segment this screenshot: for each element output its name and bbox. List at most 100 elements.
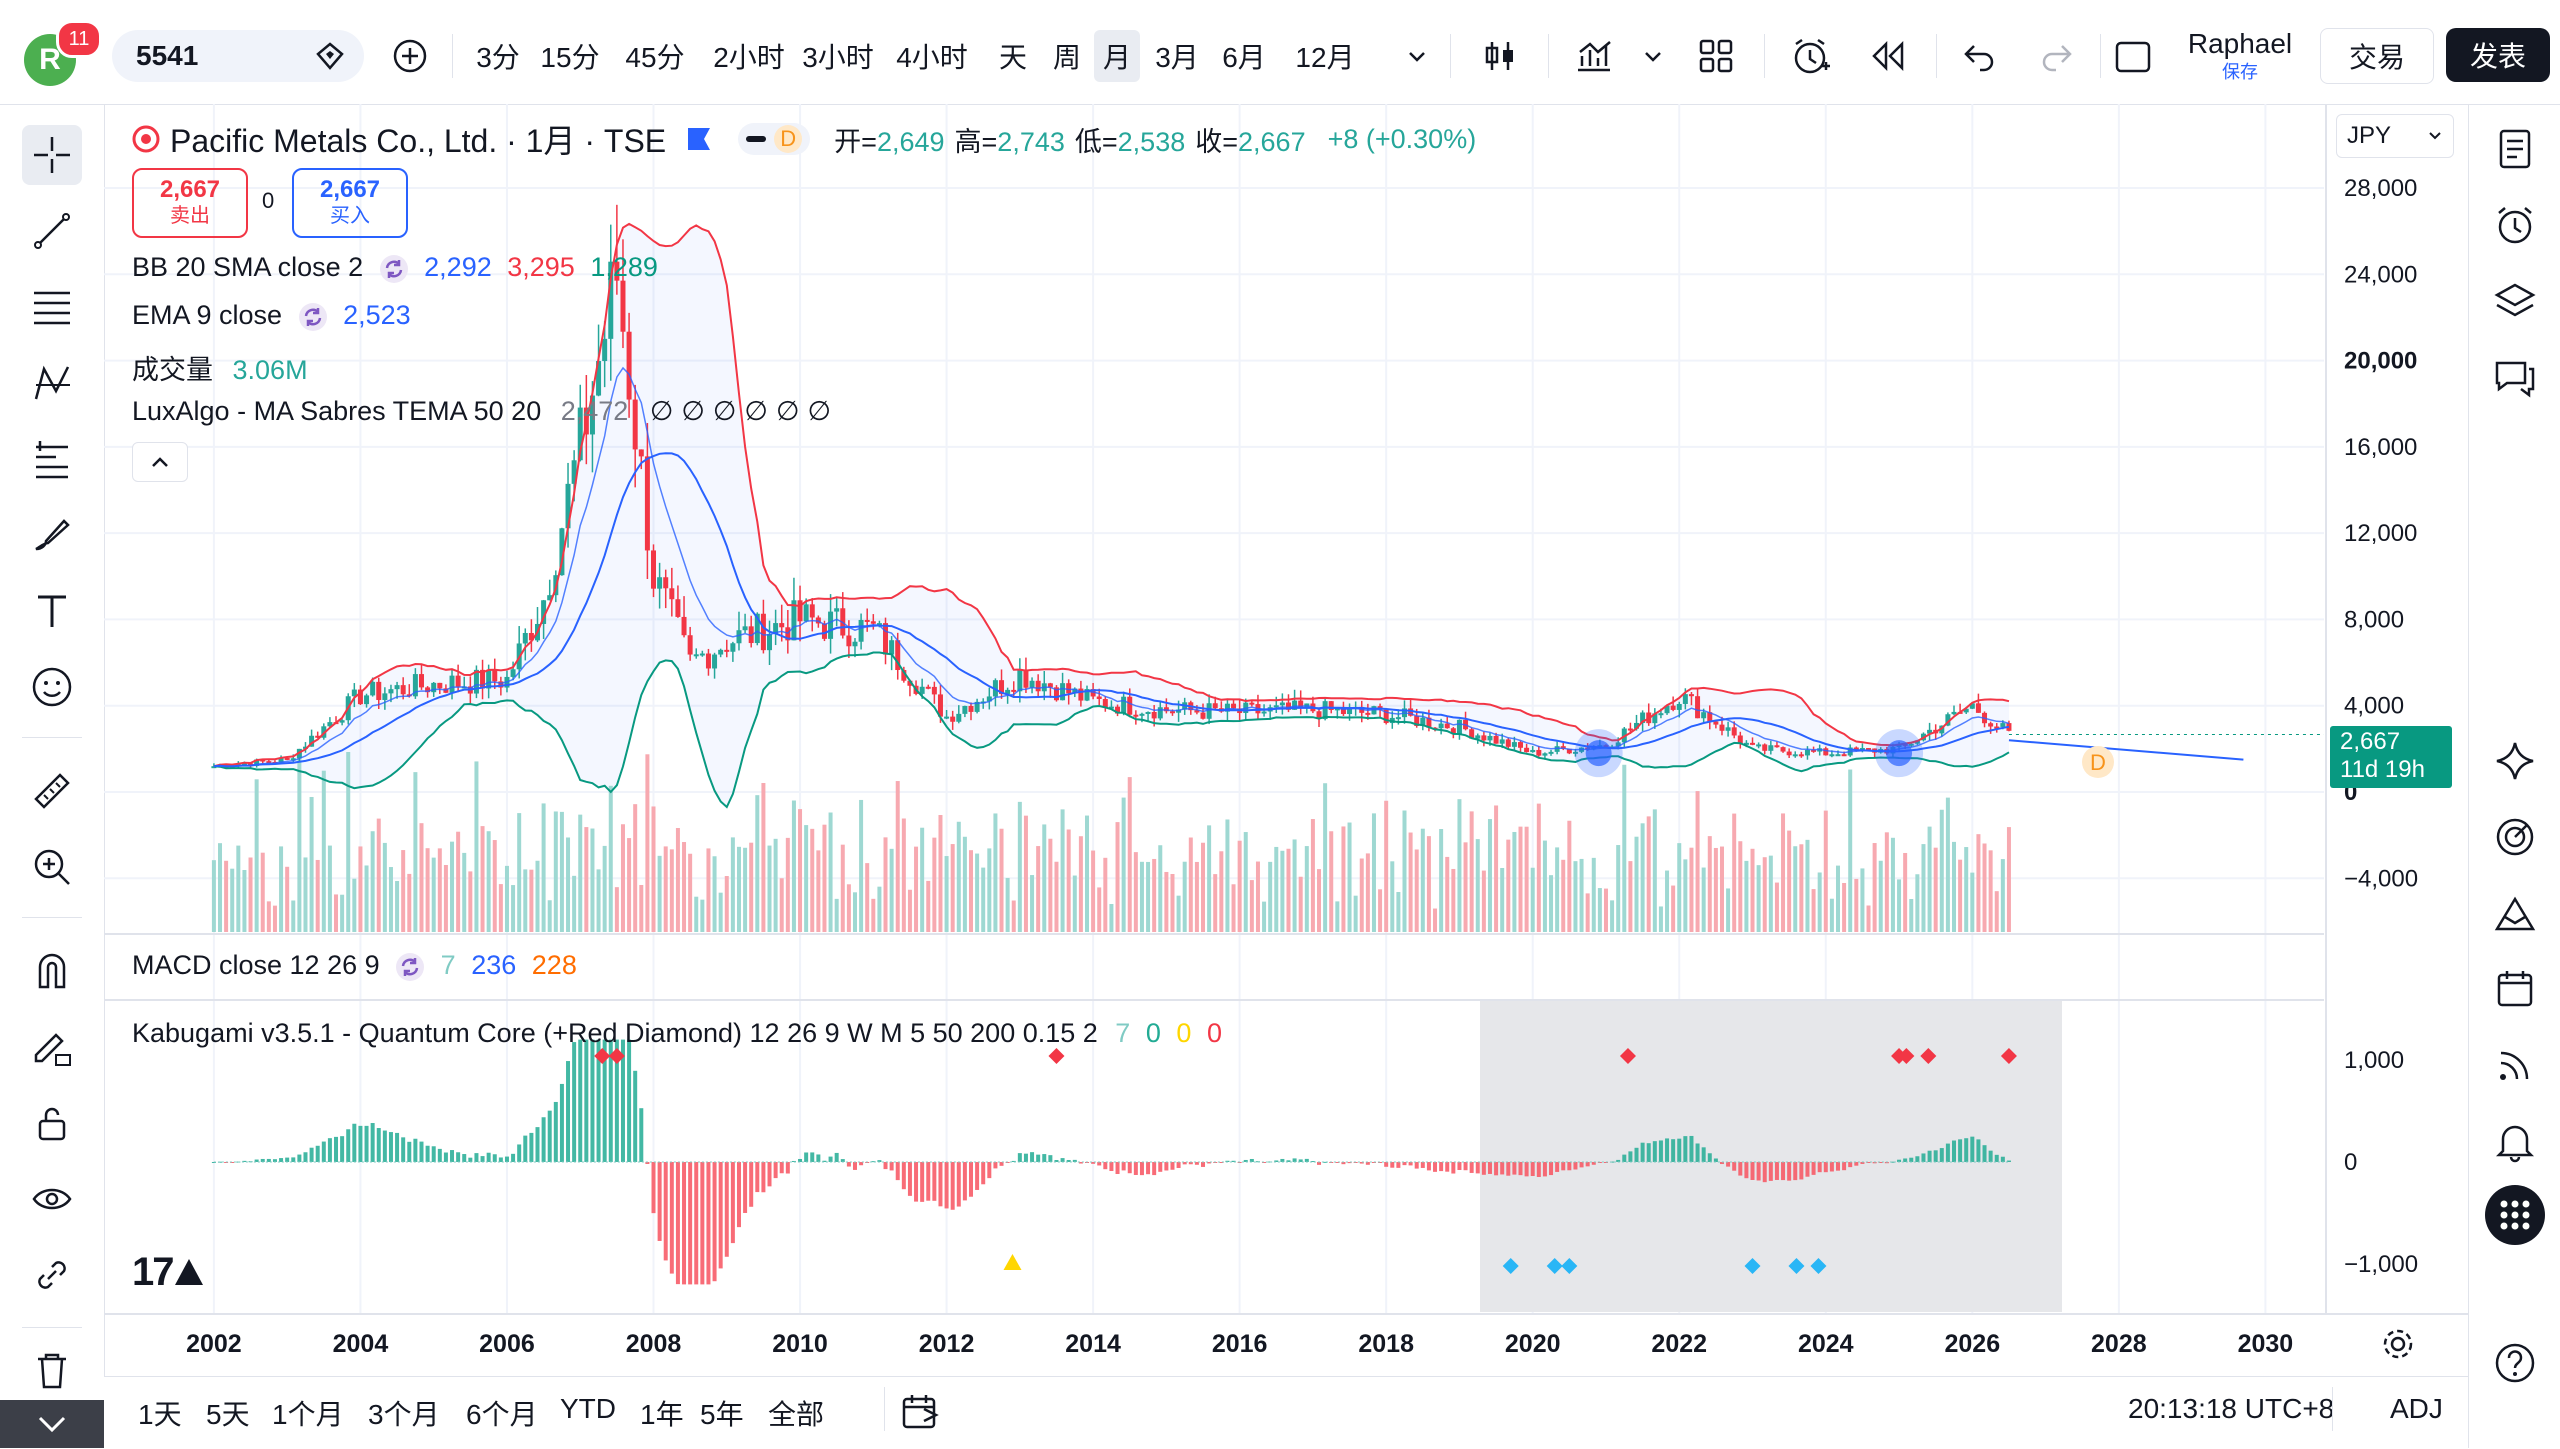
volume-bar [1262, 901, 1267, 932]
link-tool[interactable] [22, 1245, 82, 1305]
trade-button[interactable]: 交易 [2320, 28, 2434, 84]
forecast-tool[interactable] [22, 429, 82, 489]
watchlist-button[interactable] [2485, 119, 2545, 179]
hide-tool[interactable] [22, 1169, 82, 1229]
buy-button[interactable]: 2,667 买入 [292, 168, 408, 238]
chevron-down-icon [2429, 132, 2441, 140]
range-5[interactable]: YTD [560, 1393, 616, 1424]
measure-tool[interactable] [22, 761, 82, 821]
calendar-button[interactable] [2485, 959, 2545, 1019]
range-4[interactable]: 6个月 [466, 1399, 538, 1430]
data-badge[interactable]: D [738, 123, 811, 155]
alert-clock-icon[interactable] [1790, 36, 1832, 78]
volume-legend[interactable]: 成交量 3.06M [132, 348, 308, 387]
dividend-marker[interactable] [2082, 746, 2114, 778]
interval-8[interactable]: 月 [1094, 30, 1140, 82]
target-button[interactable] [2485, 807, 2545, 867]
magnet-tool[interactable] [22, 941, 82, 1001]
candle-body [1322, 701, 1328, 720]
macd-legend[interactable]: MACD close 12 26 9 7 236 228 [132, 950, 577, 982]
interval-10[interactable]: 6月 [1222, 42, 1266, 73]
interval-11[interactable]: 12月 [1295, 42, 1355, 73]
macd-histogram-bar [1036, 1154, 1041, 1162]
stay-drawing-tool[interactable] [22, 1017, 82, 1077]
diamond-icon[interactable] [314, 40, 346, 72]
interval-7[interactable]: 周 [1052, 42, 1081, 73]
refresh-icon[interactable] [379, 254, 409, 284]
flag-icon[interactable] [684, 124, 714, 154]
candle-body [608, 261, 614, 339]
save-layout-button[interactable]: Raphael 保存 [2180, 28, 2300, 84]
kabugami-legend[interactable]: Kabugami v3.5.1 - Quantum Core (+Red Dia… [132, 1018, 1222, 1049]
symbol-search[interactable]: 5541 [112, 30, 364, 82]
range-7[interactable]: 5年 [700, 1399, 744, 1430]
ideas-button[interactable] [2485, 731, 2545, 791]
ema-legend[interactable]: EMA 9 close 2,523 [132, 300, 411, 332]
candles-icon[interactable] [1480, 36, 1520, 76]
crosshair-tool[interactable] [22, 125, 82, 185]
adjust-toggle[interactable]: ADJ [2390, 1393, 2443, 1424]
macd-histogram-bar [682, 1162, 687, 1285]
collapse-legend-button[interactable] [132, 442, 188, 482]
apps-button[interactable] [2485, 1185, 2545, 1245]
refresh-icon[interactable] [298, 302, 328, 332]
bb-legend[interactable]: BB 20 SMA close 2 2,292 3,295 1,289 [132, 252, 658, 284]
refresh-icon[interactable] [395, 952, 425, 982]
trendline-tool[interactable] [22, 201, 82, 261]
alerts-button[interactable] [2485, 195, 2545, 255]
news-button[interactable] [2485, 1035, 2545, 1095]
sell-button[interactable]: 2,667 卖出 [132, 168, 248, 238]
undo-icon[interactable] [1962, 40, 1998, 72]
chevron-down-icon[interactable] [1640, 44, 1666, 70]
clock[interactable]: 20:13:18 UTC+8 [2128, 1393, 2335, 1424]
interval-4[interactable]: 3小时 [802, 42, 874, 73]
chat-button[interactable] [2485, 347, 2545, 407]
range-8[interactable]: 全部 [768, 1399, 825, 1430]
interval-6[interactable]: 天 [998, 42, 1027, 73]
interval-3[interactable]: 2小时 [713, 42, 785, 73]
layers-button[interactable] [2485, 271, 2545, 331]
gear-icon[interactable] [2380, 1326, 2416, 1362]
currency-selector[interactable]: JPY [2336, 114, 2454, 158]
publish-button[interactable]: 发表 [2446, 28, 2550, 82]
replay-icon[interactable] [1868, 38, 1908, 74]
range-3[interactable]: 3个月 [368, 1399, 440, 1430]
remove-tool[interactable] [22, 1341, 82, 1401]
pattern-tool[interactable] [22, 353, 82, 413]
layout-grid-icon[interactable] [1696, 36, 1736, 76]
macd-histogram-bar [773, 1162, 778, 1179]
add-symbol-icon[interactable] [392, 38, 428, 74]
luxalgo-legend[interactable]: LuxAlgo - MA Sabres TEMA 50 20 2,472 ∅ ∅ ∅… [132, 396, 831, 427]
text-tool[interactable] [22, 581, 82, 641]
interval-0[interactable]: 3分 [476, 42, 520, 73]
emoji-tool[interactable] [22, 657, 82, 717]
interval-2[interactable]: 45分 [625, 42, 685, 73]
pine-button[interactable] [2485, 883, 2545, 943]
range-0[interactable]: 1天 [138, 1399, 182, 1430]
range-1[interactable]: 5天 [206, 1399, 250, 1430]
tradingview-logo[interactable]: 17 [132, 1250, 203, 1295]
macd-histogram-bar [1701, 1147, 1706, 1162]
notifications-button[interactable] [2485, 1111, 2545, 1171]
candle-body [956, 713, 962, 722]
interval-9[interactable]: 3月 [1155, 42, 1199, 73]
macd-histogram-bar [1909, 1157, 1914, 1162]
volume-bar [1952, 841, 1956, 932]
lock-tool[interactable] [22, 1093, 82, 1153]
interval-5[interactable]: 4小时 [896, 42, 968, 73]
symbol-legend[interactable]: Pacific Metals Co., Ltd. · 1月 · TSE D 开=… [132, 116, 1476, 162]
interval-1[interactable]: 15分 [540, 42, 600, 73]
range-6[interactable]: 1年 [640, 1399, 684, 1430]
brush-tool[interactable] [22, 505, 82, 565]
date-range-icon[interactable] [900, 1391, 942, 1433]
fib-tool[interactable] [22, 277, 82, 337]
fullscreen-box-icon[interactable] [2114, 40, 2152, 74]
price-chart[interactable]: D 28,000 24,000 20,000 16,000 12,000 8,000 4,0… [104, 104, 2468, 1376]
collapse-panel-button[interactable] [0, 1400, 104, 1448]
zoom-tool[interactable] [22, 837, 82, 897]
chevron-down-icon[interactable] [1404, 44, 1430, 70]
candle-body [589, 395, 595, 435]
help-button[interactable] [2485, 1333, 2545, 1393]
range-2[interactable]: 1个月 [272, 1399, 344, 1430]
indicators-icon[interactable] [1574, 36, 1614, 76]
